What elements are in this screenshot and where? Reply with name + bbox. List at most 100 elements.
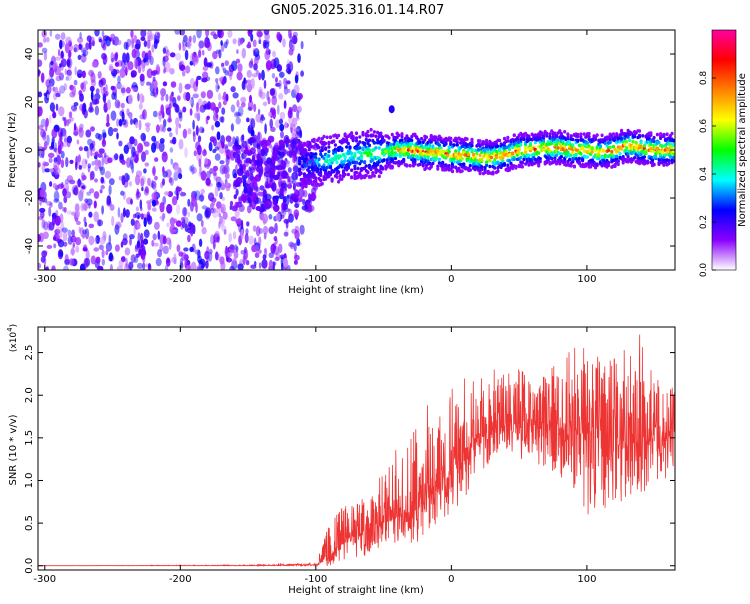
spectrogram-ridge-cell [366,129,370,134]
spectrogram-noise-cell [165,93,169,102]
spectrogram-noise-cell [262,101,268,107]
spectrogram-noise-cell [53,198,60,203]
spectrogram-ridge-cell [493,166,497,170]
spectrogram-noise-cell [225,93,229,102]
colorbar-tick-label: 0.6 [699,119,709,134]
spectrogram-noise-cell [45,122,48,132]
spectrogram-ridge-cell [548,135,552,139]
spectrogram-noise-cell [293,128,299,133]
spectrogram-noise-cell [121,175,126,186]
spectrogram-ridge-cell [506,139,510,143]
spectrogram-noise-cell [297,188,305,198]
spectrogram-ridge-cell [478,153,482,157]
spectrogram-ridge-cell [390,132,394,137]
snr-x-tick-label: -200 [169,574,192,585]
spectrogram-noise-cell [254,245,259,253]
spectrogram-noise-cell [116,81,122,90]
spectrogram-noise-cell [271,87,277,99]
spectrogram-noise-cell [269,172,274,183]
spectrogram-noise-cell [183,34,188,43]
spectrogram-ridge-cell [392,142,396,146]
spectrogram-ridge-cell [514,166,518,170]
spectrogram-noise-cell [295,156,299,165]
spectrogram-noise-cell [202,66,209,71]
spectrogram-noise-cell [57,145,62,155]
spectrogram-noise-cell [219,116,224,123]
spectrogram-noise-cell [142,262,146,270]
spectrogram-ridge-cell [457,166,461,171]
spectrogram-noise-cell [49,102,56,112]
spectrogram-ridge-cell [489,155,494,160]
spectrogram-noise-cell [218,77,223,82]
spectrogram-noise-cell [218,49,222,59]
spectrogram-ridge-cell [486,147,490,152]
spectrogram-ridge-cell [304,163,308,168]
spectrogram-noise-cell [130,198,133,205]
spectrogram-noise-cell [178,82,183,94]
spectrogram-ridge-cell [410,141,414,146]
spectrogram-noise-cell [66,175,73,183]
spectrogram-noise-cell [81,158,88,169]
spectrogram-noise-cell [101,129,107,140]
spectrogram-ridge-cell [328,135,333,140]
spectrogram-noise-cell [41,219,46,229]
spectrogram-noise-cell [208,141,213,152]
spectrogram-noise-cell [41,47,48,54]
spectrogram-noise-cell [211,124,215,131]
spectrogram-ridge-cell [337,180,341,184]
spectrogram-noise-cell [286,139,292,144]
spectrogram-noise-cell [44,168,51,173]
spectrogram-noise-cell [140,175,146,185]
spectrogram-noise-cell [81,204,88,210]
spectrogram-ridge-cell [519,155,523,160]
spectrogram-noise-cell [78,226,82,234]
spectrogram-ridge-cell [564,142,568,146]
snr-y-tick-label: 0.0 [24,558,35,574]
spectrogram-noise-cell [233,244,238,251]
spectrogram-noise-cell [136,222,141,230]
spectrogram-noise-cell [114,244,120,252]
spectrogram-y-tick-label: 40 [24,48,35,61]
spectrogram-ridge-cell [545,131,549,136]
spectrogram-noise-cell [219,160,225,165]
spectrogram-ridge-cell [476,147,481,152]
spectrogram-ridge-cell [610,149,614,154]
spectrogram-ridge-cell [398,154,402,159]
spectrogram-ridge-cell [597,156,601,161]
spectrogram-noise-cell [222,67,227,74]
spectrogram-noise-cell [120,87,126,94]
spectrogram-ridge-cell [382,139,386,143]
spectrogram-noise-cell [95,132,100,139]
spectrogram-noise-cell [73,79,78,86]
spectrogram-noise-cell [253,57,259,65]
spectrogram-noise-cell [49,30,53,37]
spectrogram-ridge-cell [483,170,487,175]
spectrogram-x-tick-label: -300 [33,274,56,285]
spectrogram-noise-cell [45,79,50,85]
spectrogram-noise-cell [137,232,141,243]
spectrogram-ridge-cell [324,141,328,146]
spectrogram-noise-cell [55,209,59,216]
spectrogram-noise-cell [175,117,180,127]
spectrogram-noise-cell [82,47,86,58]
spectrogram-noise-cell [41,250,48,258]
spectrogram-noise-cell [173,253,177,262]
spectrogram-ridge-cell [563,130,567,134]
spectrogram-noise-cell [110,85,115,91]
spectrogram-noise-cell [205,177,211,186]
spectrogram-noise-cell [148,32,155,38]
spectrogram-noise-cell [241,101,246,108]
spectrogram-noise-cell [172,97,177,107]
spectrogram-ridge-cell [437,143,441,147]
spectrogram-noise-cell [98,38,102,43]
spectrogram-noise-cell [77,178,81,188]
spectrogram-noise-cell [255,166,261,173]
spectrogram-noise-cell [266,157,273,165]
spectrogram-noise-cell [147,50,152,60]
spectrogram-ridge-cell [376,162,380,167]
spectrogram-noise-cell [65,157,69,168]
spectrogram-noise-cell [264,147,269,153]
spectrogram-ridge-cell [488,158,492,163]
spectrogram-ridge-cell [311,168,315,172]
spectrogram-noise-cell [236,99,240,108]
